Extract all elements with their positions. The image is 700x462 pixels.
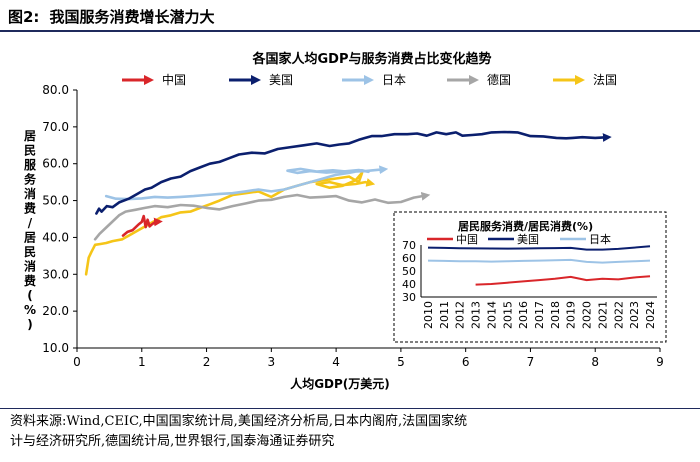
y-tick-label: 60.0 xyxy=(42,157,69,171)
chart-title: 各国家人均GDP与服务消费占比变化趋势 xyxy=(252,51,492,67)
x-axis-label: 人均GDP(万美元) xyxy=(290,376,390,391)
top-rule xyxy=(0,30,700,32)
inset-y-tick-label: 70 xyxy=(402,239,416,252)
series-line-usa xyxy=(95,130,612,215)
inset-x-tick-label: 2013 xyxy=(470,301,483,329)
inset-x-tick-label: 2017 xyxy=(533,301,546,329)
y-axis-label-char: 费 xyxy=(24,273,36,288)
y-axis-label-char: 民 xyxy=(24,245,36,259)
inset-x-tick-label: 2015 xyxy=(501,301,514,329)
inset-y-tick-label: 50 xyxy=(402,265,416,278)
x-tick-label: 6 xyxy=(462,355,470,369)
series-line-germany xyxy=(93,191,431,241)
y-axis-label: 居民服务消费/居民消费(%) xyxy=(24,129,37,332)
inset-x-tick-label: 2018 xyxy=(549,301,562,329)
inset-x-tick-label: 2010 xyxy=(422,301,435,329)
y-axis-label-char: / xyxy=(28,216,33,230)
inset-y-tick-label: 60 xyxy=(402,252,416,265)
inset-series-line-china xyxy=(475,275,651,286)
inset-series-line-usa xyxy=(427,245,651,251)
y-axis-label-char: 居 xyxy=(24,231,36,245)
inset-title: 居民服务消费/居民消费(%) xyxy=(458,219,593,233)
inset-x-tick-label: 2011 xyxy=(438,301,451,329)
source-line-2: 计与经济研究所,德国统计局,世界银行,国泰海通证券研究 xyxy=(10,434,335,449)
y-axis-label-char: 消 xyxy=(24,186,36,201)
y-tick-label: 10.0 xyxy=(42,341,69,355)
inset-x-tick-label: 2014 xyxy=(485,301,498,329)
legend-label-france: 法国 xyxy=(593,73,617,87)
y-axis-label-char: % xyxy=(24,303,36,317)
source-line-1: 资料来源:Wind,CEIC,中国国家统计局,美国经济分析局,日本内阁府,法国国… xyxy=(10,414,468,429)
inset-x-tick-label: 2019 xyxy=(565,301,578,329)
inset-frame xyxy=(393,211,667,343)
inset-x-tick-label: 2023 xyxy=(628,301,641,329)
y-tick-label: 80.0 xyxy=(42,83,69,97)
x-tick-label: 0 xyxy=(73,355,81,369)
x-tick-label: 4 xyxy=(332,355,340,369)
inset-legend-label-china: 中国 xyxy=(456,233,478,246)
y-axis-label-char: ) xyxy=(27,318,32,332)
x-tick-label: 8 xyxy=(591,355,599,369)
series-line-japan xyxy=(104,165,389,201)
figure-title: 图2: 我国服务消费增长潜力大 xyxy=(8,6,224,27)
inset-y-tick-label: 30 xyxy=(402,291,416,304)
source-note: 资料来源:Wind,CEIC,中国国家统计局,美国经济分析局,日本内阁府,法国国… xyxy=(10,412,694,452)
x-tick-label: 1 xyxy=(138,355,146,369)
y-axis-label-char: 民 xyxy=(24,144,36,158)
y-axis-label-char: 居 xyxy=(24,129,36,143)
legend-label-japan: 日本 xyxy=(382,73,406,87)
inset-x-tick-label: 2021 xyxy=(596,301,609,329)
inset-x-tick-label: 2020 xyxy=(581,301,594,329)
x-tick-label: 7 xyxy=(527,355,535,369)
inset-x-tick-label: 2022 xyxy=(612,301,625,329)
chart-legend: 中国 美国 日本 德国 法国 xyxy=(122,72,617,87)
y-tick-label: 40.0 xyxy=(42,230,69,244)
inset-x-tick-label: 2016 xyxy=(517,301,530,329)
legend-label-usa: 美国 xyxy=(269,73,293,87)
x-tick-label: 9 xyxy=(656,355,664,369)
y-axis-label-char: 服 xyxy=(24,157,37,172)
inset-y-tick-label: 40 xyxy=(402,278,416,291)
y-axis-label-char: 消 xyxy=(24,259,36,274)
y-tick-label: 20.0 xyxy=(42,304,69,318)
x-tick-label: 5 xyxy=(397,355,405,369)
y-axis-label-char: 费 xyxy=(24,201,36,216)
figure-title-text: 我国服务消费增长潜力大 xyxy=(49,8,215,26)
series-line-france xyxy=(84,171,376,276)
y-tick-label: 30.0 xyxy=(42,267,69,281)
y-tick-label: 50.0 xyxy=(42,194,69,208)
legend-label-germany: 德国 xyxy=(487,72,511,87)
y-axis-label-char: 务 xyxy=(24,172,37,187)
main-axes: 10.0 20.0 30.0 40.0 50.0 60.0 70.0 80.0 0 1 2 3 4 5 6 7… xyxy=(42,83,664,369)
figure-label: 图2: xyxy=(8,8,40,26)
inset-x-tick-label: 2024 xyxy=(644,301,657,329)
y-tick-label: 70.0 xyxy=(42,120,69,134)
y-axis-label-char: ( xyxy=(27,289,32,303)
chart-canvas: 各国家人均GDP与服务消费占比变化趋势 中国 美国 日本 德国 法国 10.020.03… xyxy=(24,51,667,391)
legend-label-china: 中国 xyxy=(162,72,186,87)
inset-legend-label-japan: 日本 xyxy=(589,232,611,246)
x-tick-label: 2 xyxy=(203,355,211,369)
inset-legend-label-usa: 美国 xyxy=(517,233,539,246)
inset-series-line-japan xyxy=(427,258,651,264)
main-series xyxy=(84,130,612,276)
bottom-rule xyxy=(0,408,700,409)
series-line-china xyxy=(121,214,163,237)
x-tick-label: 3 xyxy=(268,355,276,369)
inset-x-tick-label: 2012 xyxy=(454,301,467,329)
